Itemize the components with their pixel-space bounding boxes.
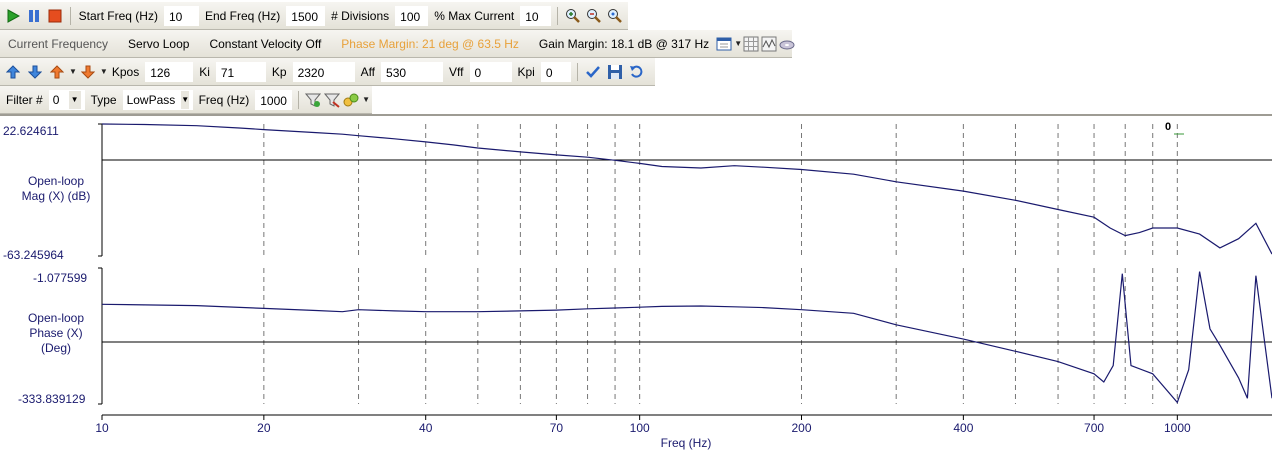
ylabel-line: (Deg): [41, 341, 71, 355]
gain-margin-readout: Gain Margin: 18.1 dB @ 317 Hz: [538, 36, 710, 51]
play-icon[interactable]: [3, 6, 22, 26]
grid-icon[interactable]: [743, 34, 759, 54]
mag-ymax-label: 22.624611: [3, 124, 59, 138]
ki-input[interactable]: 71: [215, 61, 266, 82]
filter-remove-icon[interactable]: [323, 90, 340, 110]
waveform-icon[interactable]: [761, 34, 777, 54]
type-select[interactable]: LowPass ▼: [122, 89, 193, 110]
gains-toolbar: ▼ ▼ Kpos 126 Ki 71 Kp 2320 Aff 530 Vff 0…: [0, 58, 655, 86]
filter-freq-input[interactable]: 1000: [255, 89, 292, 110]
x-tick-label: 1000: [1164, 421, 1191, 435]
end-freq-input[interactable]: 1500: [286, 5, 326, 26]
sweep-toolbar: Start Freq (Hz) 10 End Freq (Hz) 1500 # …: [0, 2, 628, 30]
arrow-down-orange-icon[interactable]: [78, 62, 98, 82]
bode-chart: 22.624611 -63.245964 Open-loop Mag (X) (d…: [3, 121, 1272, 450]
marker-label: 0: [1165, 121, 1171, 133]
filter-toolbar: Filter # 0 ▼ Type LowPass ▼ Freq (Hz) 10…: [0, 86, 372, 114]
aff-label: Aff: [360, 64, 376, 79]
mag-trace: [101, 123, 1272, 255]
x-tick-label: 700: [1084, 421, 1104, 435]
x-tick-label: 70: [550, 421, 564, 435]
filter-select[interactable]: 0 ▼: [48, 89, 85, 110]
filter-label: Filter #: [6, 92, 43, 107]
filter-add-icon[interactable]: [304, 90, 321, 110]
phase-ymax-label: -1.077599: [33, 271, 87, 285]
chevron-down-icon[interactable]: ▼: [181, 90, 190, 109]
type-select-value: LowPass: [126, 92, 176, 107]
grid-lines: [98, 123, 1272, 420]
start-freq-input[interactable]: 10: [163, 5, 199, 26]
kp-label: Kp: [271, 64, 287, 79]
undo-icon[interactable]: [627, 62, 647, 82]
separator: [557, 6, 559, 25]
x-tick-label: 100: [630, 421, 650, 435]
check-icon[interactable]: [583, 62, 603, 82]
ylabel-line: Mag (X) (dB): [22, 189, 91, 203]
tab-current-frequency[interactable]: Current Frequency: [8, 36, 109, 51]
chevron-down-icon[interactable]: ▼: [69, 67, 77, 76]
divisions-label: # Divisions: [331, 8, 390, 23]
x-tick-label: 10: [95, 421, 109, 435]
mag-ylabel: Open-loop Mag (X) (dB): [22, 174, 91, 203]
chevron-down-icon[interactable]: ▼: [68, 90, 81, 109]
phase-axis-labels: -1.077599 -333.839129 Open-loop Phase (X)…: [18, 271, 87, 406]
max-current-input[interactable]: 10: [520, 5, 552, 26]
zoom-fit-icon[interactable]: [606, 6, 625, 26]
stop-icon[interactable]: [45, 6, 64, 26]
ylabel-line: Open-loop: [28, 174, 84, 188]
vff-label: Vff: [449, 64, 464, 79]
chevron-down-icon[interactable]: ▼: [734, 39, 743, 48]
phase-ylabel: Open-loop Phase (X) (Deg): [28, 311, 84, 355]
ylabel-line: Open-loop: [28, 311, 84, 325]
phase-trace: [101, 271, 1272, 404]
chevron-down-icon[interactable]: ▼: [99, 67, 108, 76]
phase-margin-readout: Phase Margin: 21 deg @ 63.5 Hz: [341, 36, 519, 51]
x-tick-label: 20: [257, 421, 271, 435]
start-freq-label: Start Freq (Hz): [78, 8, 158, 23]
mag-ymin-label: -63.245964: [3, 248, 64, 262]
divisions-input[interactable]: 100: [395, 5, 429, 26]
arrow-down-icon[interactable]: [25, 62, 45, 82]
calendar-icon[interactable]: [716, 34, 732, 54]
kpos-label: Kpos: [111, 64, 140, 79]
chevron-down-icon[interactable]: ▼: [362, 95, 371, 104]
type-label: Type: [90, 92, 117, 107]
x-tick-label: 40: [419, 421, 433, 435]
ylabel-line: Phase (X): [29, 326, 82, 340]
filter-select-value: 0: [52, 92, 60, 107]
magnitude-axis-labels: 22.624611 -63.245964 Open-loop Mag (X) (d…: [3, 121, 1171, 262]
kp-input[interactable]: 2320: [292, 61, 355, 82]
save-icon[interactable]: [605, 62, 625, 82]
view-toolbar: Current Frequency Servo Loop Constant Ve…: [0, 30, 795, 58]
separator: [297, 90, 299, 109]
x-tick-labels: 10 20 40 70 100 200 400 700 1000: [95, 421, 1191, 435]
vff-input[interactable]: 0: [469, 61, 512, 82]
ki-label: Ki: [199, 64, 210, 79]
arrow-up-orange-icon[interactable]: [47, 62, 67, 82]
zoom-out-icon[interactable]: [585, 6, 604, 26]
end-freq-label: End Freq (Hz): [204, 8, 281, 23]
x-tick-label: 400: [953, 421, 973, 435]
zoom-in-icon[interactable]: [563, 6, 582, 26]
traces: [101, 123, 1272, 404]
constant-velocity-toggle[interactable]: Constant Velocity Off: [209, 36, 322, 51]
kpos-input[interactable]: 126: [145, 61, 194, 82]
kpi-label: Kpi: [517, 64, 535, 79]
filter-freq-label: Freq (Hz): [198, 92, 250, 107]
separator: [576, 62, 578, 81]
arrow-up-icon[interactable]: [3, 62, 23, 82]
kpi-input[interactable]: 0: [540, 61, 571, 82]
x-axis-label: Freq (Hz): [661, 436, 712, 450]
aff-input[interactable]: 530: [381, 61, 444, 82]
max-current-label: % Max Current: [434, 8, 515, 23]
separator: [69, 6, 71, 25]
x-tick-label: 200: [791, 421, 811, 435]
tab-servo-loop[interactable]: Servo Loop: [128, 36, 190, 51]
bode-plot-panel: 22.624611 -63.245964 Open-loop Mag (X) (d…: [0, 114, 1272, 456]
phase-ymin-label: -333.839129: [18, 392, 86, 406]
pause-icon[interactable]: [24, 6, 43, 26]
filter-group-icon[interactable]: [343, 90, 360, 110]
disc-icon[interactable]: [779, 34, 795, 54]
